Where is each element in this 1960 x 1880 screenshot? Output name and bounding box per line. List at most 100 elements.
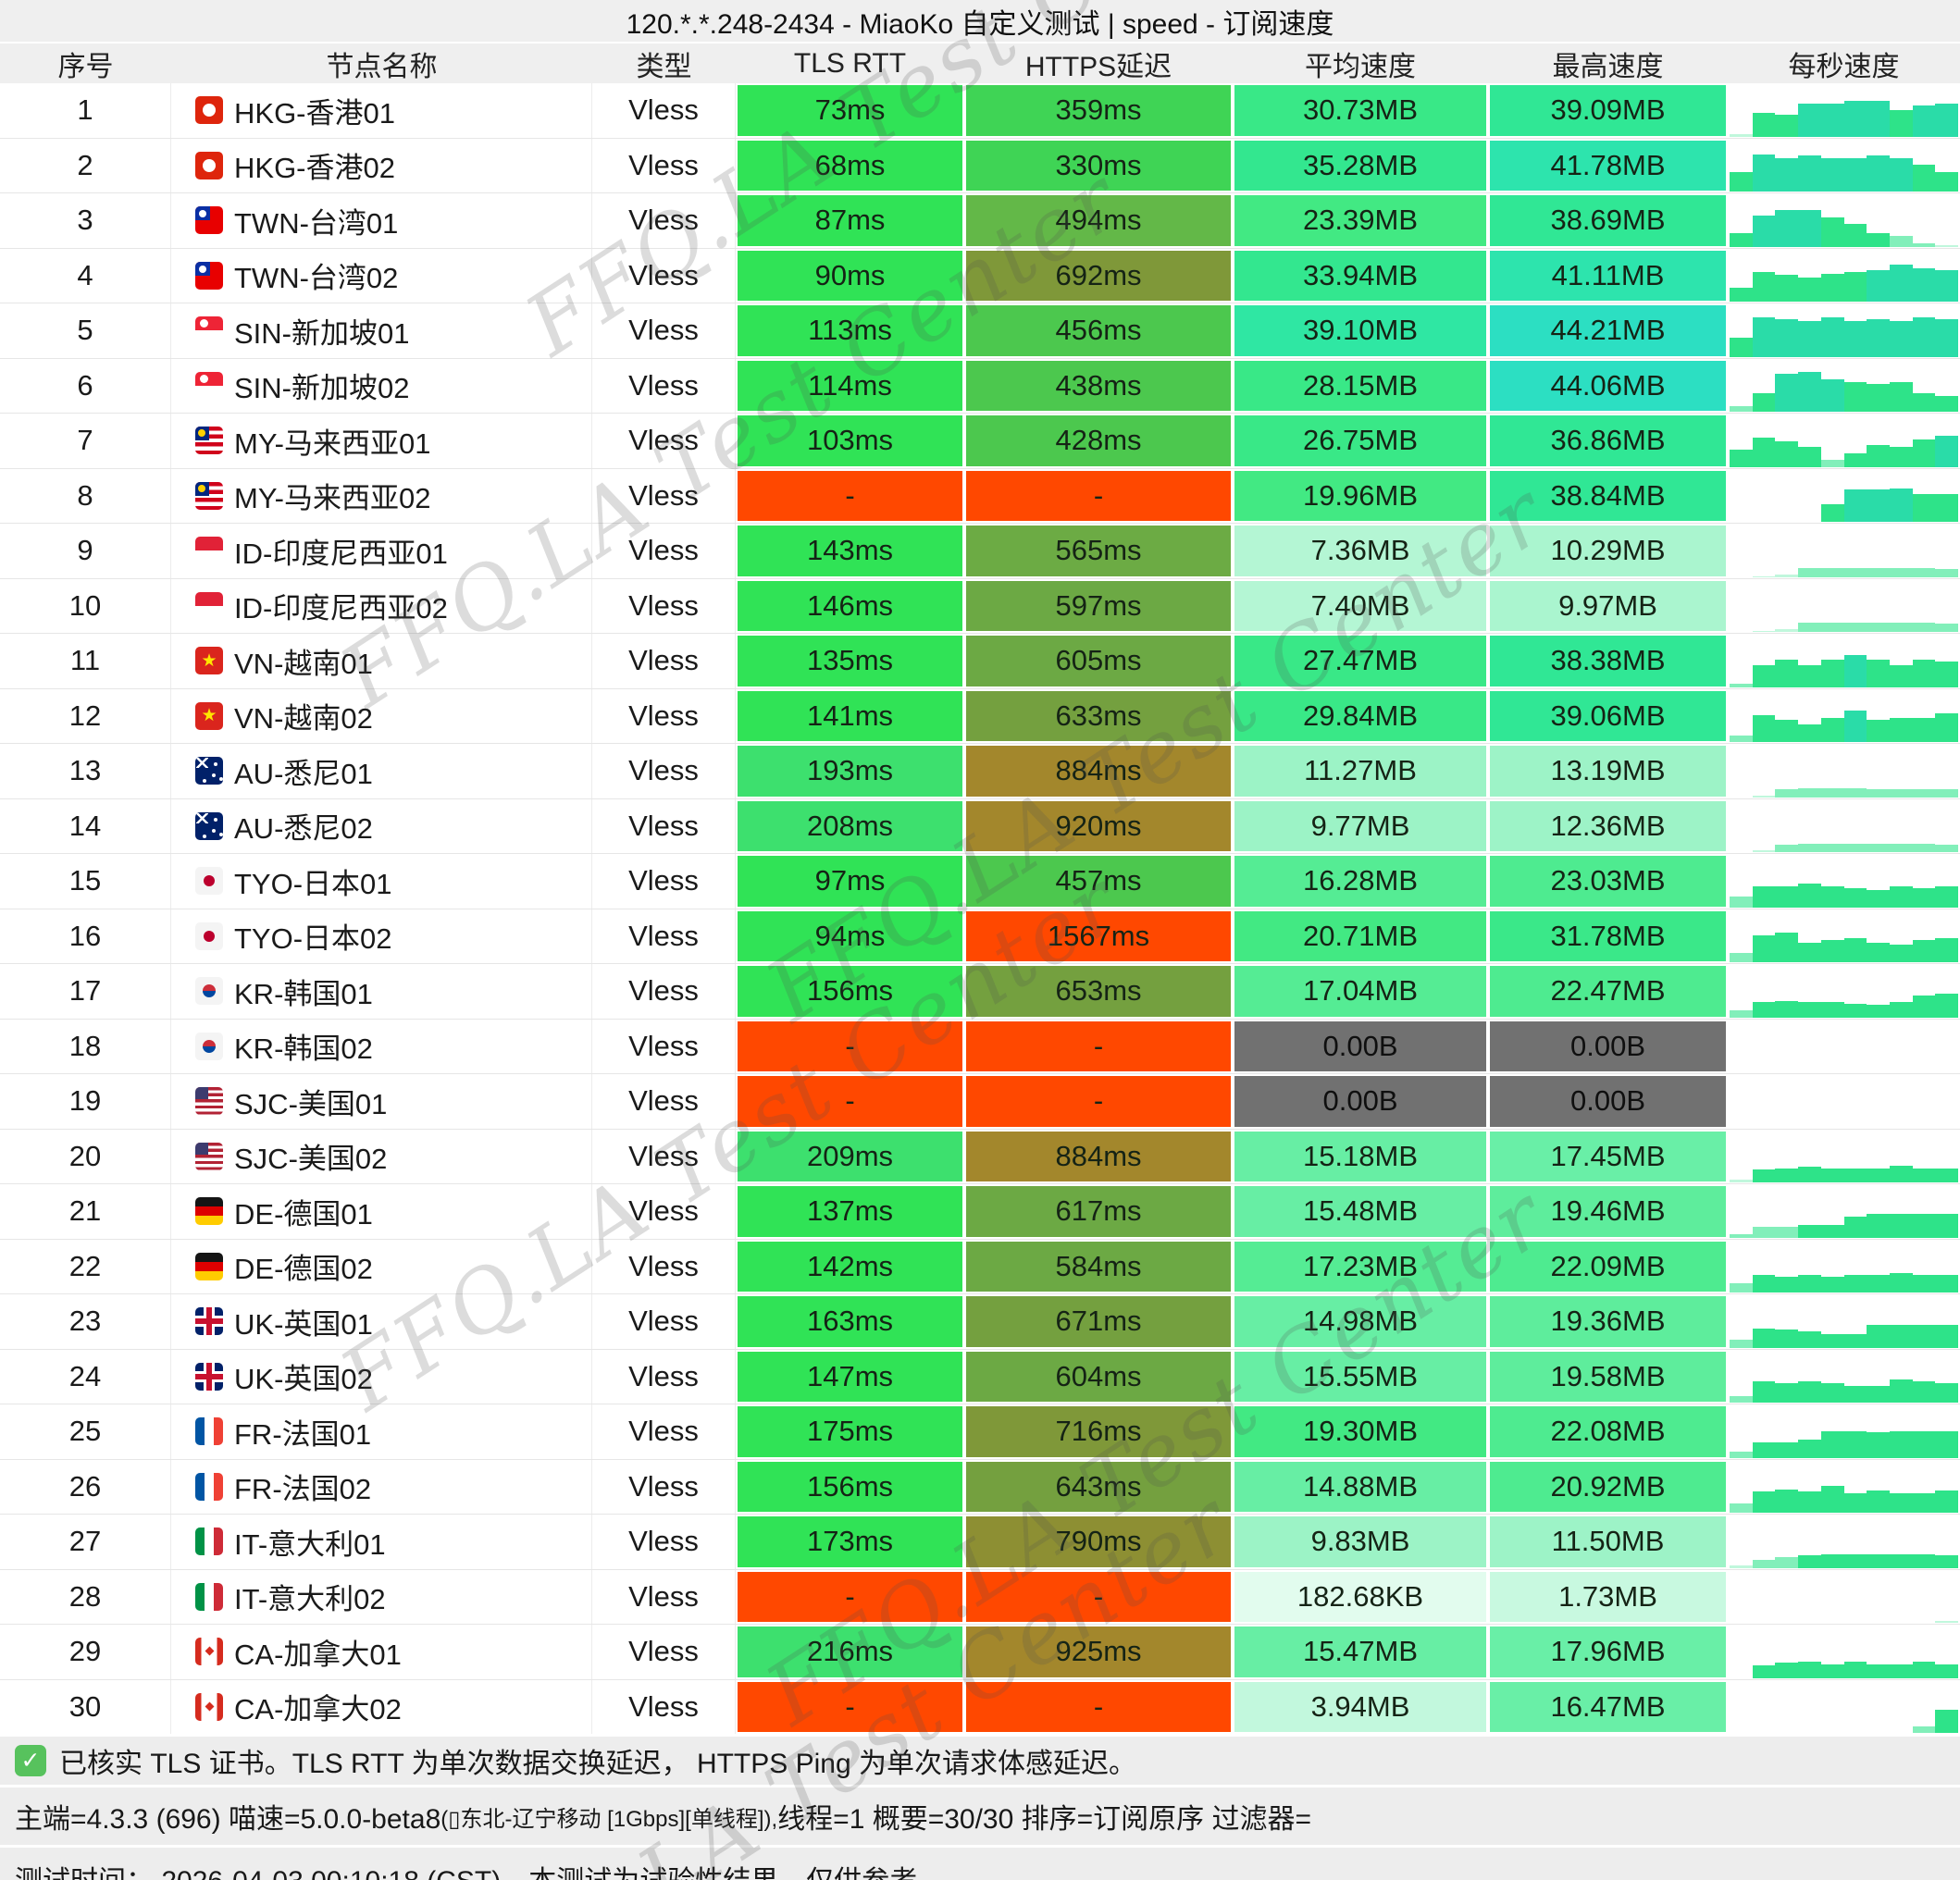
row-index: 11	[0, 634, 171, 688]
it-flag-icon	[195, 1582, 223, 1611]
speed-bars	[1730, 1627, 1959, 1678]
node-type: Vless	[592, 854, 736, 909]
row-index: 12	[0, 688, 171, 743]
node-name: DE-德国02	[171, 1239, 592, 1293]
node-name-label: CA-加拿大01	[234, 1638, 402, 1671]
table-row: 3 TWN-台湾01 Vless 87ms 494ms 23.39MB 38.6…	[0, 192, 1960, 248]
https-value: 584ms	[966, 1241, 1231, 1292]
table-row: 1 HKG-香港01 Vless 73ms 359ms 30.73MB 39.0…	[0, 83, 1960, 138]
my-flag-icon	[195, 427, 223, 455]
node-type: Vless	[592, 1459, 736, 1514]
footer-note-text: 已核实 TLS 证书。TLS RTT 为单次数据交换延迟， HTTPS Ping…	[59, 1749, 1136, 1779]
max-value: 1.73MB	[1490, 1571, 1726, 1622]
per-second-speed-chart	[1728, 303, 1960, 358]
jp-flag-icon	[195, 867, 223, 896]
node-name-label: DE-德国02	[234, 1253, 373, 1286]
max-value: 16.47MB	[1490, 1681, 1726, 1732]
speed-bars	[1730, 1297, 1959, 1348]
node-type: Vless	[592, 909, 736, 963]
node-type: Vless	[592, 1349, 736, 1404]
node-name-label: ID-印度尼西亚02	[234, 592, 448, 625]
speed-bars	[1730, 1517, 1959, 1568]
per-second-speed-chart	[1728, 689, 1960, 744]
max-value: 19.36MB	[1490, 1296, 1726, 1347]
tls-cell: 143ms	[736, 524, 964, 578]
https-cell: 920ms	[964, 799, 1233, 854]
per-second-speed-chart	[1728, 83, 1960, 138]
node-type: Vless	[592, 798, 736, 853]
avg-cell: 19.96MB	[1233, 469, 1488, 524]
node-name-label: HKG-香港01	[234, 96, 395, 130]
tls-value: -	[738, 1076, 962, 1127]
per-second-speed-chart	[1728, 193, 1960, 248]
avg-value: 15.55MB	[1234, 1351, 1486, 1402]
row-index: 13	[0, 744, 171, 798]
avg-value: 17.04MB	[1234, 966, 1486, 1017]
speed-bars	[1730, 251, 1959, 302]
https-cell: -	[964, 469, 1233, 524]
tls-cell: -	[736, 1570, 964, 1625]
https-value: 884ms	[966, 1131, 1231, 1181]
tls-value: 193ms	[738, 746, 962, 797]
tls-value: 103ms	[738, 415, 962, 466]
node-name-label: FR-法国01	[234, 1417, 372, 1451]
max-cell: 31.78MB	[1488, 909, 1728, 964]
node-name-label: ID-印度尼西亚01	[234, 537, 448, 570]
avg-value: 3.94MB	[1234, 1681, 1486, 1732]
de-flag-icon	[195, 1197, 223, 1226]
https-value: 920ms	[966, 800, 1231, 851]
tls-value: 156ms	[738, 1461, 962, 1512]
max-value: 19.46MB	[1490, 1186, 1726, 1237]
per-second-speed-chart	[1728, 1680, 1960, 1735]
max-value: 9.97MB	[1490, 580, 1726, 631]
max-cell: 17.45MB	[1488, 1130, 1728, 1184]
max-cell: 39.06MB	[1488, 689, 1728, 744]
speed-bars	[1730, 1462, 1959, 1513]
https-cell: 884ms	[964, 744, 1233, 798]
max-cell: 17.96MB	[1488, 1625, 1728, 1679]
avg-value: 182.68KB	[1234, 1571, 1486, 1622]
speed-bars	[1730, 416, 1959, 467]
max-cell: 0.00B	[1488, 1020, 1728, 1074]
max-value: 31.78MB	[1490, 910, 1726, 961]
tls-value: 135ms	[738, 636, 962, 686]
node-type: Vless	[592, 468, 736, 523]
node-name-label: TWN-台湾01	[234, 206, 399, 240]
sg-flag-icon	[195, 316, 223, 345]
https-cell: 494ms	[964, 193, 1233, 248]
avg-value: 14.88MB	[1234, 1461, 1486, 1512]
speed-bars	[1730, 747, 1959, 798]
per-second-speed-chart	[1728, 469, 1960, 524]
https-value: 671ms	[966, 1296, 1231, 1347]
tls-value: 175ms	[738, 1406, 962, 1457]
tls-value: 97ms	[738, 856, 962, 907]
per-second-speed-chart	[1728, 854, 1960, 909]
https-cell: 633ms	[964, 689, 1233, 744]
tls-cell: 175ms	[736, 1404, 964, 1459]
row-index: 22	[0, 1239, 171, 1293]
node-type: Vless	[592, 964, 736, 1019]
col-header-name: 节点名称	[326, 52, 438, 82]
ca-flag-icon	[195, 1638, 223, 1666]
tls-cell: 73ms	[736, 83, 964, 138]
per-second-speed-chart	[1728, 414, 1960, 468]
tls-value: 94ms	[738, 910, 962, 961]
avg-cell: 33.94MB	[1233, 249, 1488, 303]
my-flag-icon	[195, 481, 223, 510]
max-cell: 12.36MB	[1488, 799, 1728, 854]
node-type: Vless	[592, 303, 736, 358]
max-value: 22.47MB	[1490, 966, 1726, 1017]
max-cell: 22.08MB	[1488, 1404, 1728, 1459]
tls-value: 208ms	[738, 800, 962, 851]
avg-value: 26.75MB	[1234, 415, 1486, 466]
node-type: Vless	[592, 414, 736, 468]
avg-cell: 15.55MB	[1233, 1350, 1488, 1404]
table-row: 9 ID-印度尼西亚01 Vless 143ms 565ms 7.36MB 10…	[0, 523, 1960, 578]
node-name-label: AU-悉尼01	[234, 757, 373, 790]
tls-cell: 156ms	[736, 1460, 964, 1515]
max-value: 38.84MB	[1490, 470, 1726, 521]
node-name-label: TWN-台湾02	[234, 262, 399, 295]
node-name-label: TYO-日本01	[234, 867, 392, 900]
https-value: 456ms	[966, 305, 1231, 356]
tls-cell: 87ms	[736, 193, 964, 248]
